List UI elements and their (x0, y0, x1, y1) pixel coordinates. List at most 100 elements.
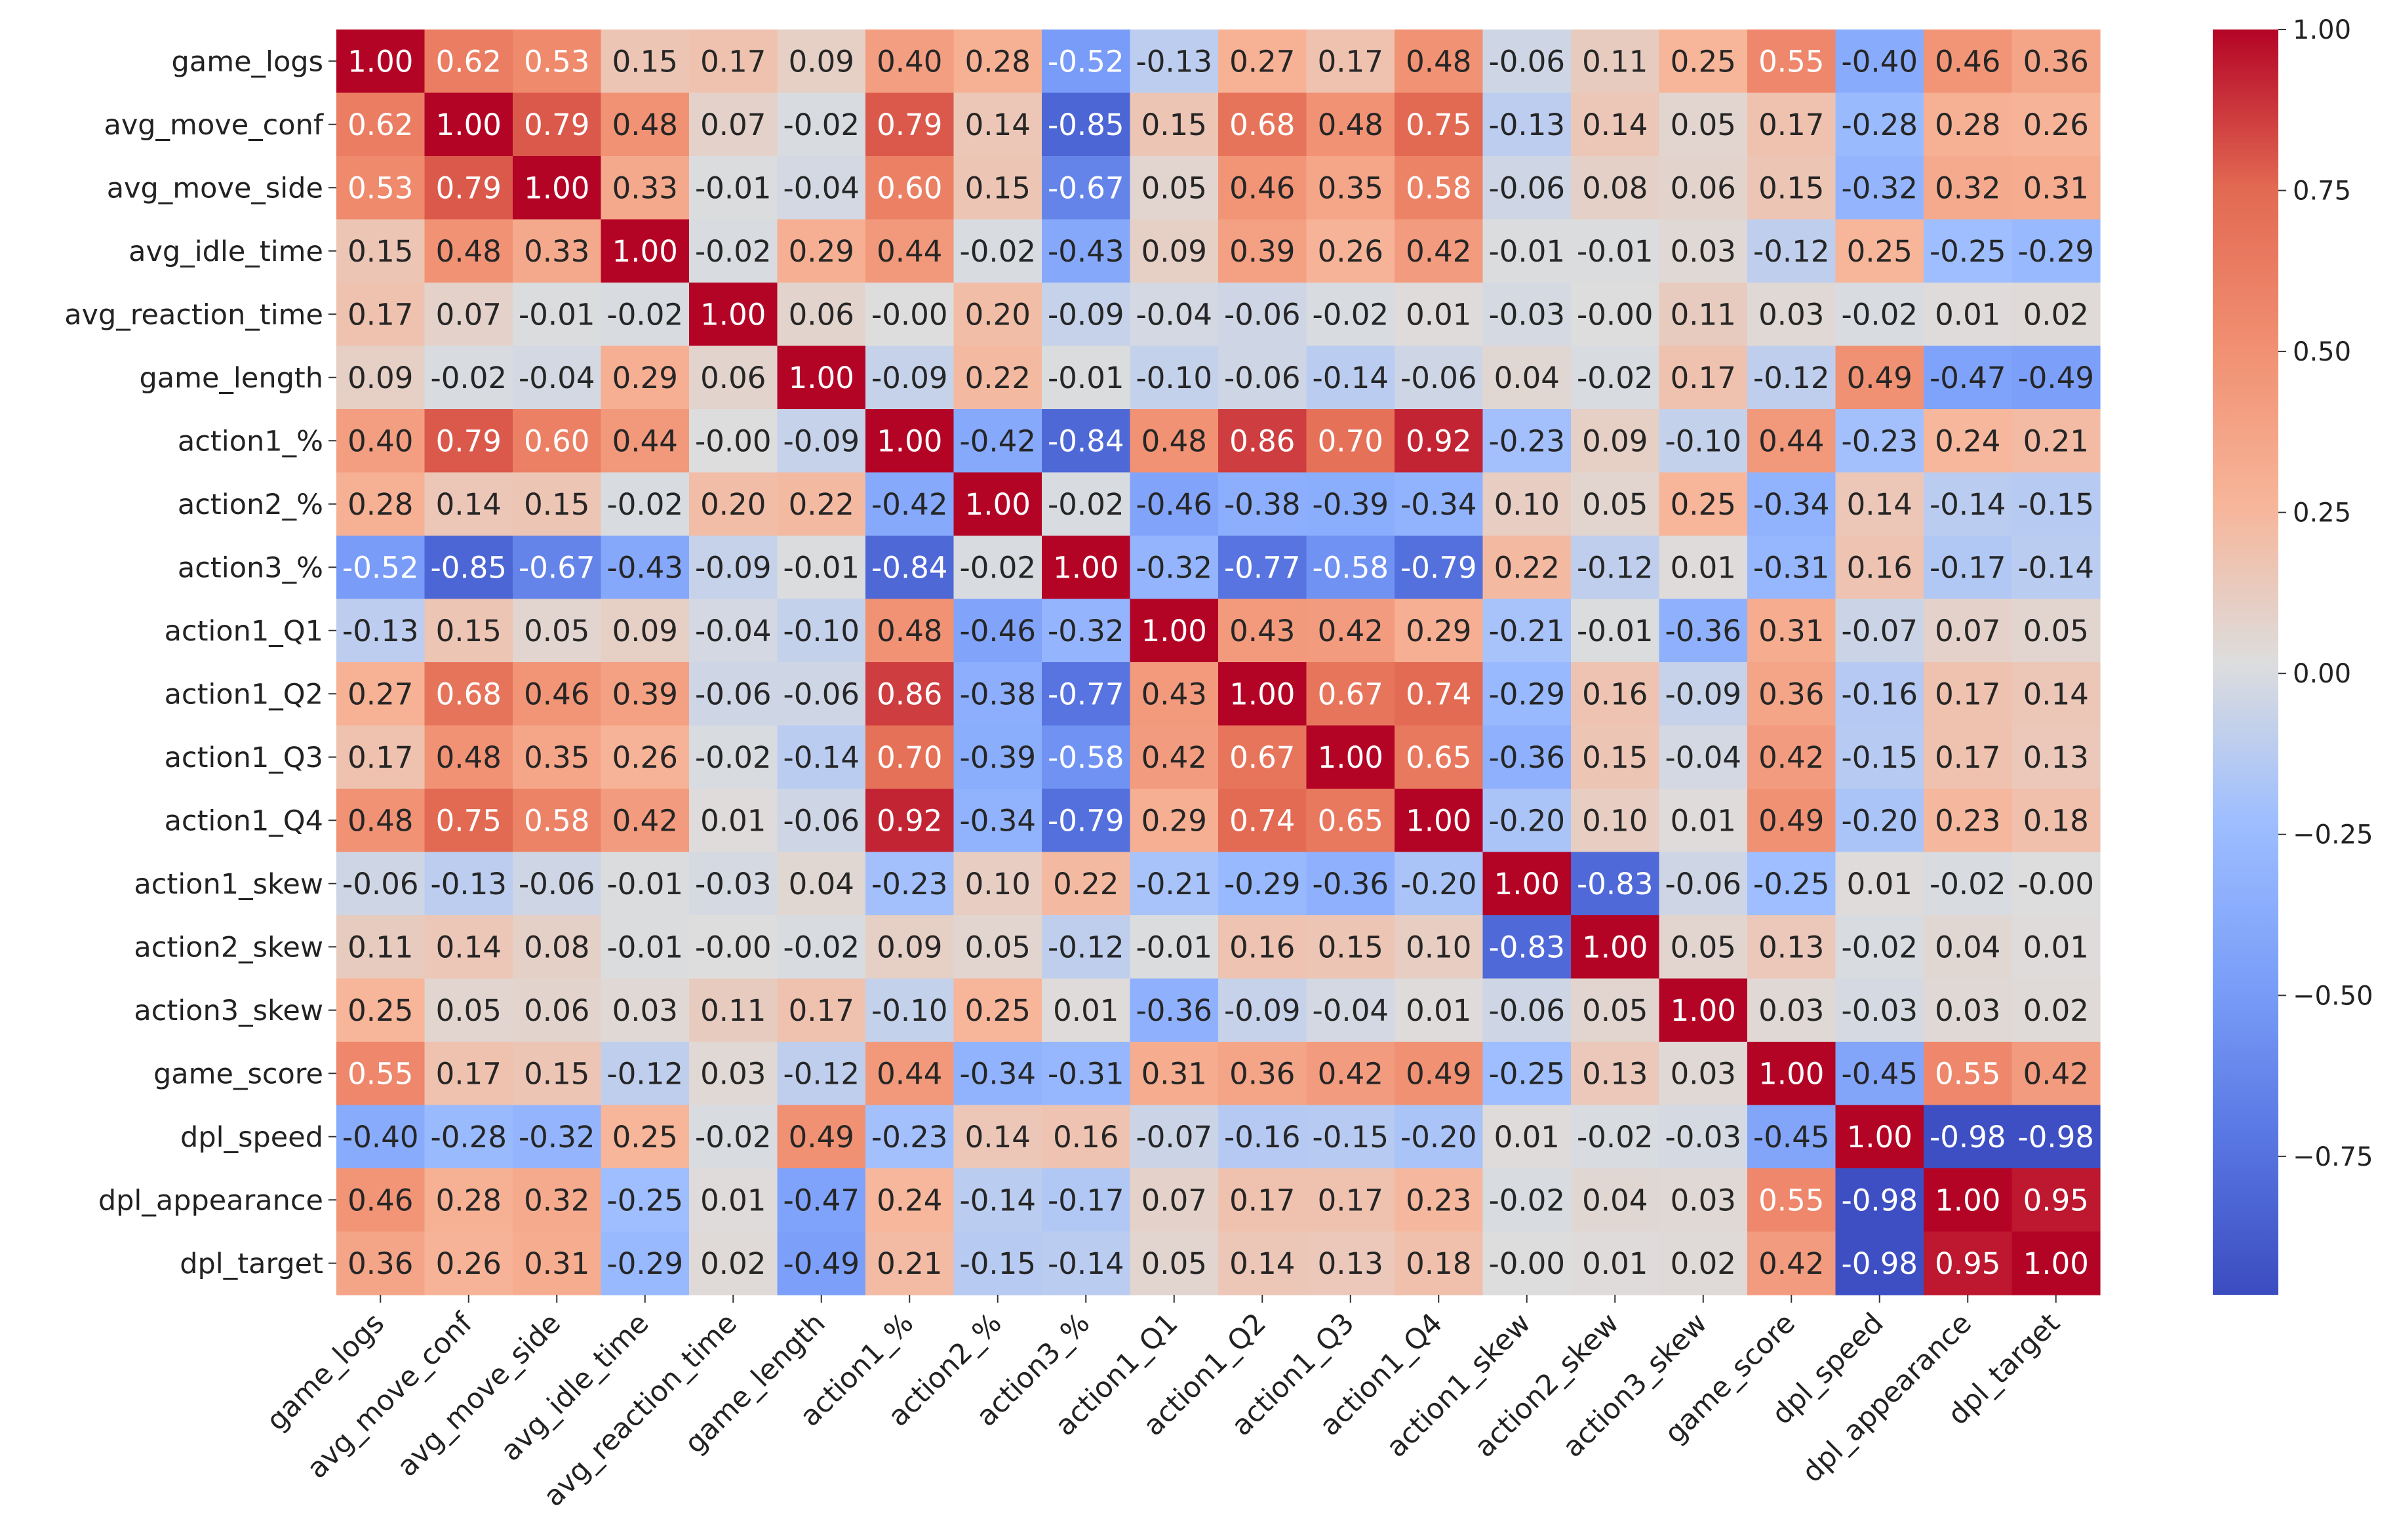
heatmap-cell (2011, 915, 2101, 979)
heatmap-cell (513, 599, 602, 663)
cell-value-label: 0.79 (436, 170, 502, 205)
heatmap-cell (1571, 1168, 1660, 1233)
heatmap-cell (777, 156, 866, 220)
cell-value-label: -0.17 (1048, 1183, 1124, 1217)
cell-value-label: -0.47 (1930, 361, 2006, 395)
heatmap-cell (1130, 978, 1219, 1042)
cell-value-label: -0.07 (1136, 1120, 1212, 1155)
heatmap-cell (1218, 30, 1307, 94)
cell-value-label: -0.06 (1224, 297, 1300, 332)
cell-value-label: 0.29 (612, 361, 678, 395)
cell-value-label: 0.43 (1229, 614, 1295, 648)
heatmap-cell (601, 1042, 690, 1106)
heatmap-cell (1130, 30, 1219, 94)
heatmap-cell (424, 852, 513, 916)
cell-value-label: 0.14 (1582, 108, 1648, 142)
cell-value-label: 0.21 (877, 1246, 942, 1281)
cell-value-label: 1.00 (1847, 1120, 1912, 1155)
cell-value-label: 1.00 (700, 297, 766, 332)
cell-value-label: -0.02 (960, 234, 1036, 269)
cell-value-label: 0.25 (612, 1120, 678, 1155)
heatmap-cell (1571, 915, 1660, 979)
heatmap-cell (953, 662, 1042, 726)
cell-value-label: -0.79 (1048, 803, 1124, 838)
cell-value-label: -0.32 (1136, 550, 1212, 585)
heatmap-cell (953, 156, 1042, 220)
cell-value-label: -0.04 (1665, 740, 1741, 775)
heatmap-cell (513, 92, 602, 157)
cell-value-label: -0.15 (1842, 740, 1918, 775)
y-tick-label: avg_idle_time (129, 235, 323, 268)
heatmap-cell (2011, 1168, 2101, 1233)
cell-value-label: -0.79 (1400, 550, 1476, 585)
heatmap-cell (1659, 789, 1748, 853)
cell-value-label: 0.55 (1758, 44, 1824, 79)
cell-value-label: 0.46 (524, 677, 589, 711)
cell-value-label: 0.25 (965, 993, 1031, 1028)
cell-value-label: -0.06 (695, 677, 771, 711)
cell-value-label: -0.52 (342, 550, 418, 585)
cell-value-label: -0.29 (1489, 677, 1565, 711)
heatmap-cell (865, 1168, 955, 1233)
cell-value-label: -0.49 (783, 1246, 860, 1281)
heatmap-cell (424, 789, 513, 853)
heatmap-cell (1747, 789, 1836, 853)
heatmap-cell (2011, 852, 2101, 916)
heatmap-cell (689, 409, 778, 473)
heatmap-cell (777, 725, 866, 789)
heatmap-cell (1395, 915, 1484, 979)
colorbar-tick-label: −0.75 (2293, 1142, 2373, 1172)
heatmap-cell (336, 1042, 426, 1106)
heatmap-cell (1835, 1231, 1924, 1295)
cell-value-label: -0.12 (1753, 361, 1829, 395)
cell-value-label: 0.44 (1758, 424, 1824, 458)
cell-value-label: 0.74 (1406, 677, 1471, 711)
cell-value-label: 0.10 (1406, 930, 1471, 964)
cell-value-label: 0.05 (1582, 993, 1648, 1028)
cell-value-label: -0.09 (1224, 993, 1300, 1028)
y-tick-label: game_logs (172, 45, 323, 78)
heatmap-cell (777, 30, 866, 94)
heatmap-cell (777, 409, 866, 473)
heatmap-cell (865, 1231, 955, 1295)
cell-value-label: 0.67 (1229, 740, 1295, 775)
y-tick-label: dpl_appearance (98, 1184, 323, 1217)
heatmap-cell (1042, 725, 1131, 789)
cell-value-label: -0.29 (2018, 234, 2094, 269)
cell-value-label: 0.29 (789, 234, 854, 269)
cell-value-label: -0.12 (607, 1056, 683, 1091)
heatmap-cell (601, 472, 690, 536)
cell-value-label: -0.06 (1489, 44, 1565, 79)
heatmap-cell (601, 30, 690, 94)
colorbar-gradient (2213, 30, 2278, 1295)
cell-value-label: -0.28 (1842, 108, 1918, 142)
cell-value-label: -0.38 (1224, 487, 1300, 522)
heatmap-cell (777, 346, 866, 410)
cell-value-label: -0.02 (1313, 297, 1389, 332)
heatmap-cell (1924, 599, 2013, 663)
cell-value-label: -0.02 (607, 297, 683, 332)
heatmap-cell (953, 219, 1042, 283)
heatmap-cell (601, 283, 690, 347)
cell-value-label: 1.00 (1758, 1056, 1824, 1091)
y-tick-label: dpl_target (180, 1248, 323, 1280)
heatmap-cell (1130, 472, 1219, 536)
cell-value-label: 0.17 (1935, 740, 2000, 775)
cell-value-label: 0.04 (1935, 930, 2000, 964)
cell-value-label: 0.05 (436, 993, 502, 1028)
cell-value-label: 0.36 (1229, 1056, 1295, 1091)
cell-value-label: 0.02 (2023, 993, 2089, 1028)
cell-value-label: 0.31 (1141, 1056, 1207, 1091)
cell-value-label: -0.06 (1665, 867, 1741, 901)
cell-value-label: 1.00 (1935, 1183, 2000, 1217)
cell-value-label: 0.13 (2023, 740, 2089, 775)
heatmap-cell (1042, 92, 1131, 157)
cell-value-label: -0.06 (1400, 361, 1476, 395)
heatmap-cell (1218, 536, 1307, 600)
cell-value-label: -0.04 (1136, 297, 1212, 332)
heatmap-cell (1747, 662, 1836, 726)
heatmap-cell (1306, 1168, 1395, 1233)
heatmap-cell (1130, 725, 1219, 789)
cell-value-label: 0.26 (1318, 234, 1383, 269)
cell-value-label: -0.98 (1842, 1246, 1918, 1281)
